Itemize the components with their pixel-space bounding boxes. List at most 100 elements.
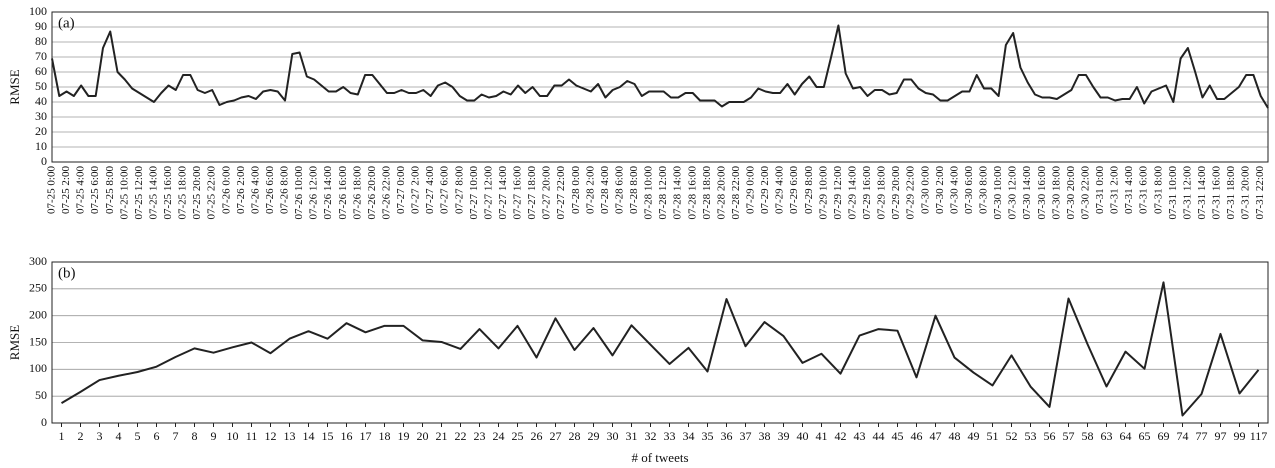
x-tick-label: 8 (192, 429, 198, 443)
x-tick-label: 07-26 10:00 (293, 166, 305, 220)
x-tick-label: 07-28 14:00 (672, 166, 684, 220)
x-tick-label: 69 (1158, 429, 1170, 443)
y-tick-label: 0 (41, 154, 47, 168)
x-tick-label: 07-25 18:00 (177, 166, 189, 220)
y-axis-label: RMSE (7, 69, 22, 104)
x-tick-label: 2 (78, 429, 84, 443)
x-tick-label: 07-27 10:00 (468, 166, 480, 220)
x-tick-label: 07-30 2:00 (934, 166, 946, 214)
x-tick-label: 07-25 4:00 (75, 166, 87, 214)
y-tick-label: 10 (35, 139, 47, 153)
x-tick-label: 07-26 22:00 (380, 166, 392, 220)
y-tick-label: 100 (29, 4, 47, 18)
x-tick-label: 17 (360, 429, 372, 443)
x-tick-label: 65 (1139, 429, 1151, 443)
y-tick-label: 60 (35, 64, 47, 78)
x-tick-label: 33 (664, 429, 676, 443)
x-tick-label: 07-30 6:00 (963, 166, 975, 214)
panel-label: (a) (58, 15, 75, 31)
x-tick-label: 07-29 10:00 (817, 166, 829, 220)
x-tick-label: 47 (930, 429, 942, 443)
x-tick-label: 39 (778, 429, 790, 443)
x-tick-label: 07-31 22:00 (1254, 166, 1266, 220)
x-tick-label: 07-31 16:00 (1211, 166, 1223, 220)
x-tick-label: 07-31 4:00 (1123, 166, 1135, 214)
y-axis-label: RMSE (7, 325, 22, 360)
x-tick-label: 13 (284, 429, 296, 443)
x-tick-label: 07-30 18:00 (1050, 166, 1062, 220)
x-tick-label: 07-27 18:00 (526, 166, 538, 220)
x-tick-label: 07-30 8:00 (978, 166, 990, 214)
x-tick-label: 07-31 14:00 (1196, 166, 1208, 220)
x-tick-label: 07-29 8:00 (803, 166, 815, 214)
x-tick-label: 07-27 16:00 (512, 166, 524, 220)
x-tick-label: 07-31 12:00 (1181, 166, 1193, 220)
x-tick-label: 41 (816, 429, 828, 443)
x-tick-label: 07-29 0:00 (745, 166, 757, 214)
x-tick-label: 74 (1177, 429, 1189, 443)
x-tick-label: 07-28 8:00 (628, 166, 640, 214)
x-tick-label: 07-29 4:00 (774, 166, 786, 214)
x-tick-label: 28 (569, 429, 581, 443)
x-tick-label: 07-31 6:00 (1138, 166, 1150, 214)
x-tick-label: 07-28 10:00 (643, 166, 655, 220)
x-tick-label: 07-27 0:00 (395, 166, 407, 214)
x-tick-label: 46 (911, 429, 923, 443)
x-tick-label: 07-25 0:00 (46, 166, 58, 214)
x-tick-label: 18 (379, 429, 391, 443)
x-tick-label: 07-26 6:00 (264, 166, 276, 214)
x-tick-label: 07-25 6:00 (89, 166, 101, 214)
x-tick-label: 26 (531, 429, 543, 443)
x-tick-label: 52 (1006, 429, 1018, 443)
x-tick-label: 9 (211, 429, 217, 443)
x-tick-label: 25 (512, 429, 524, 443)
x-tick-label: 07-29 12:00 (832, 166, 844, 220)
x-tick-label: 43 (854, 429, 866, 443)
x-tick-label: 36 (721, 429, 733, 443)
x-tick-label: 4 (116, 429, 122, 443)
x-tick-label: 49 (968, 429, 980, 443)
x-tick-label: 10 (227, 429, 239, 443)
x-tick-label: 20 (417, 429, 429, 443)
x-tick-label: 07-27 14:00 (497, 166, 509, 220)
x-tick-label: 64 (1120, 429, 1132, 443)
x-tick-label: 07-28 18:00 (701, 166, 713, 220)
y-tick-label: 250 (29, 281, 47, 295)
x-tick-label: 77 (1196, 429, 1208, 443)
x-tick-label: 48 (949, 429, 961, 443)
x-tick-label: 07-26 18:00 (351, 166, 363, 220)
x-tick-label: 19 (398, 429, 410, 443)
x-tick-label: 14 (303, 429, 315, 443)
x-tick-label: 07-28 20:00 (715, 166, 727, 220)
x-tick-label: 07-26 4:00 (249, 166, 261, 214)
x-tick-label: 07-28 16:00 (686, 166, 698, 220)
x-tick-label: 07-28 12:00 (657, 166, 669, 220)
x-tick-label: 07-26 14:00 (322, 166, 334, 220)
x-tick-label: 07-26 20:00 (366, 166, 378, 220)
x-tick-label: 07-27 20:00 (541, 166, 553, 220)
x-tick-label: 27 (550, 429, 562, 443)
x-tick-label: 07-29 14:00 (846, 166, 858, 220)
data-line (51, 24, 1269, 109)
x-tick-label: 63 (1101, 429, 1113, 443)
x-tick-label: 07-26 2:00 (235, 166, 247, 214)
y-tick-label: 200 (29, 307, 47, 321)
x-tick-label: 07-26 0:00 (220, 166, 232, 214)
x-tick-label: 37 (740, 429, 752, 443)
x-tick-label: 07-30 12:00 (1007, 166, 1019, 220)
x-tick-label: 32 (645, 429, 657, 443)
y-tick-label: 20 (35, 124, 47, 138)
y-tick-label: 0 (41, 415, 47, 429)
y-tick-label: 70 (35, 49, 47, 63)
x-tick-label: 07-30 0:00 (919, 166, 931, 214)
x-tick-label: 15 (322, 429, 334, 443)
x-tick-label: 40 (797, 429, 809, 443)
x-tick-label: 45 (892, 429, 904, 443)
x-tick-label: 07-28 6:00 (613, 166, 625, 214)
x-tick-label: 07-30 4:00 (948, 166, 960, 214)
x-tick-label: 07-25 22:00 (206, 166, 218, 220)
x-tick-label: 117 (1250, 429, 1268, 443)
x-tick-label: 07-29 16:00 (861, 166, 873, 220)
x-tick-label: 16 (341, 429, 353, 443)
x-tick-label: 07-31 8:00 (1152, 166, 1164, 214)
